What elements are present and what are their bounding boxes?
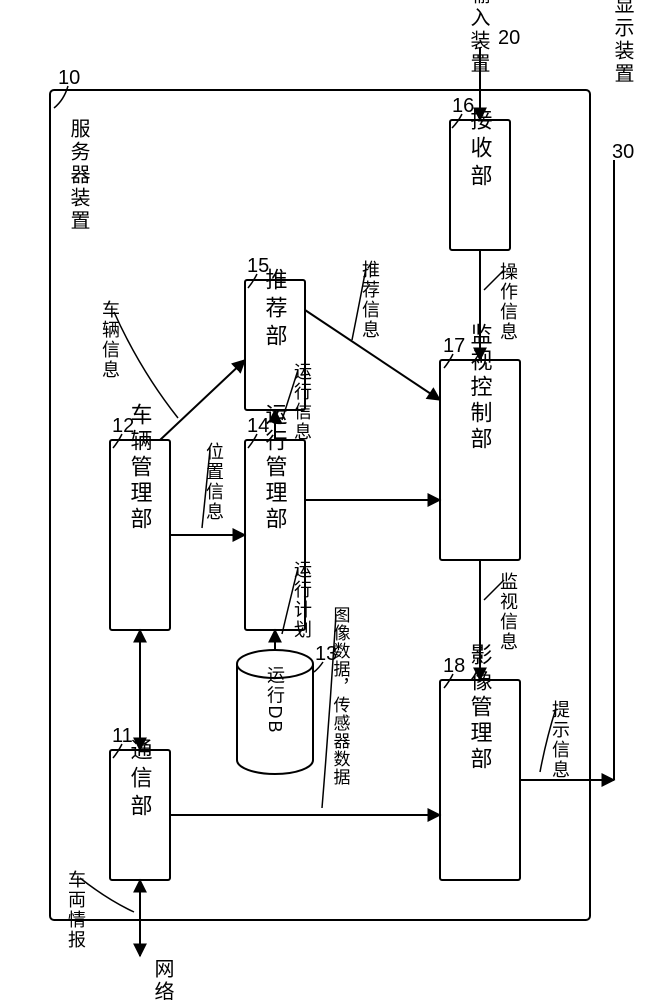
leader-veh-intel <box>80 878 134 912</box>
arrow-vehmgr-recom <box>160 360 245 440</box>
lbl-hint-info: 提示信息 <box>550 700 570 780</box>
image-num: 18 <box>443 655 465 677</box>
input-label: 输入装置 <box>467 0 490 76</box>
diagram-svg: 服务器装置 10 接收部 16 监视控制部 17 影像管理部 18 推荐部 15… <box>0 0 646 1000</box>
monitor-num: 17 <box>443 335 465 357</box>
display-num: 30 <box>612 141 634 163</box>
recom-num: 15 <box>247 255 269 277</box>
lbl-rec-info: 推荐信息 <box>360 260 380 340</box>
network-label: 网络N <box>151 958 174 1000</box>
lbl-run-plan: 运行计划 <box>292 560 312 640</box>
recom-label: 推荐部 <box>263 268 288 352</box>
comm-num: 11 <box>112 725 133 747</box>
comm-label: 通信部 <box>128 738 153 822</box>
lbl-run-info: 运行信息 <box>292 362 312 442</box>
vehmgr-num: 12 <box>112 415 134 437</box>
lbl-veh-intel: 车両情报 <box>66 870 86 950</box>
recv-label: 接收部 <box>468 108 493 192</box>
server-num: 10 <box>58 67 80 89</box>
lbl-veh-info: 车辆信息 <box>100 300 120 380</box>
lbl-img-sensor: 图像数据，传感器数据 <box>331 606 351 786</box>
recv-num: 16 <box>452 95 474 117</box>
server-label: 服务器装置 <box>67 118 90 233</box>
input-num: 20 <box>498 27 520 49</box>
opmgr-num: 14 <box>247 415 269 437</box>
display-label: 显示装置 <box>611 0 634 86</box>
db-label: 运行DB <box>265 665 285 734</box>
